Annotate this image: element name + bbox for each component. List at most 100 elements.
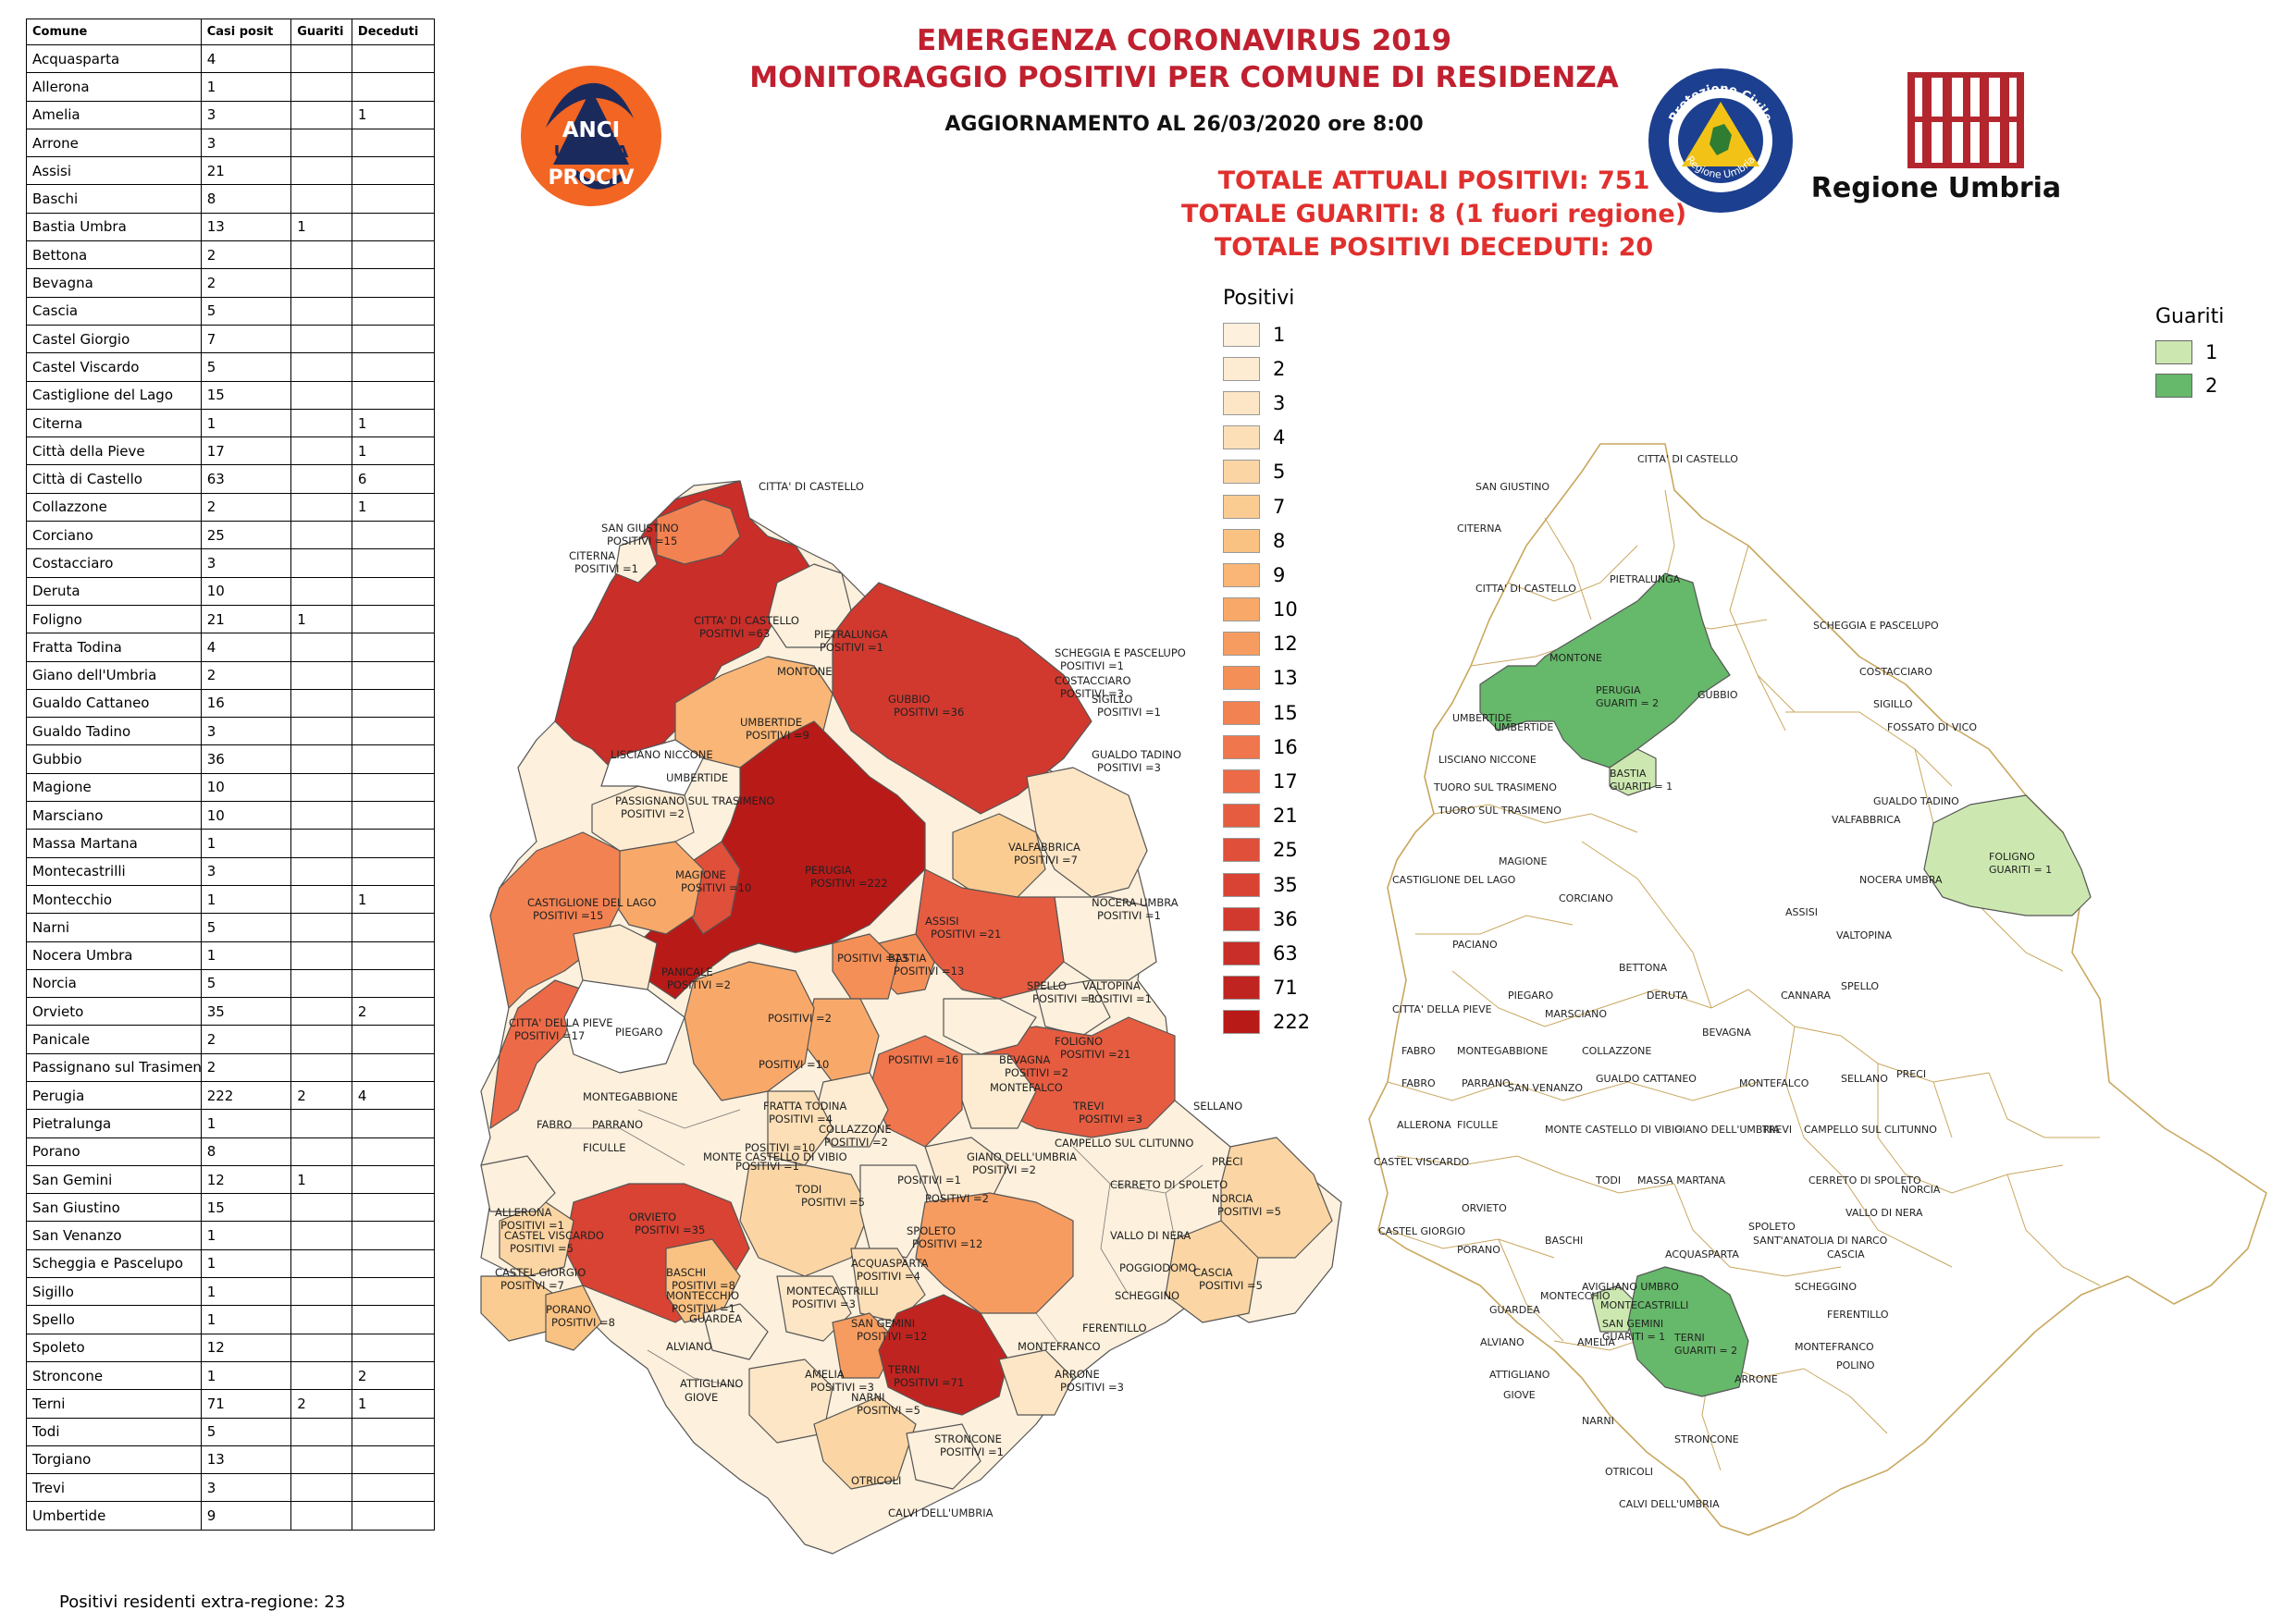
map-label: CITTA' DI CASTELLO xyxy=(694,614,799,627)
table-row: Norcia 5 xyxy=(26,968,436,999)
cell-casi: 1 xyxy=(200,884,292,915)
map-label-count: POSITIVI =5 xyxy=(857,1404,920,1417)
cell-guariti xyxy=(290,324,352,354)
map-label: SPOLETO xyxy=(907,1224,956,1237)
map-label-bastia: BASTIA xyxy=(1610,768,1647,780)
legend-positivi-item: 21 xyxy=(1223,799,1389,833)
legend-value: 15 xyxy=(1273,701,1298,724)
table-row: Gubbio 36 xyxy=(26,744,436,774)
cell-casi: 17 xyxy=(200,436,292,466)
cell-comune: Bastia Umbra xyxy=(26,212,202,242)
title-line-1: EMERGENZA CORONAVIRUS 2019 xyxy=(916,24,1452,57)
cell-comune: Collazzone xyxy=(26,492,202,523)
cell-deceduti xyxy=(351,633,436,662)
legend-guariti-item: 2 xyxy=(2155,369,2266,402)
area-torgiano xyxy=(832,933,898,1000)
cell-deceduti: 1 xyxy=(351,408,436,438)
area-spoleto xyxy=(915,1192,1074,1314)
table-row: Costacciaro 3 xyxy=(26,548,436,578)
map-label: ATTIGLIANO xyxy=(1489,1369,1550,1381)
legend-positivi-item: 222 xyxy=(1223,1005,1389,1039)
table-row: Bastia Umbra 13 1 xyxy=(26,212,436,242)
legend-value: 1 xyxy=(2205,341,2218,363)
table-row: Stroncone 1 2 xyxy=(26,1360,436,1391)
map-label: PANICALE xyxy=(661,965,713,978)
table-row: Fratta Todina 4 xyxy=(26,633,436,662)
map-label: PRECI xyxy=(1212,1155,1243,1168)
legend-swatch xyxy=(1223,1010,1260,1035)
map-label-foligno: FOLIGNO xyxy=(1989,851,2035,863)
cell-guariti xyxy=(290,128,352,158)
total-deceased: TOTALE POSITIVI DECEDUTI: 20 xyxy=(1214,233,1654,262)
cell-comune: Scheggia e Pascelupo xyxy=(26,1248,202,1279)
cell-casi: 222 xyxy=(200,1080,292,1111)
anci-text: ANCI xyxy=(562,118,621,142)
legend-swatch xyxy=(1223,425,1260,450)
area-valtopina xyxy=(1035,979,1111,1037)
cell-comune: Passignano sul Trasimeno xyxy=(26,1052,202,1082)
cell-guariti xyxy=(290,968,352,999)
area-piegaro xyxy=(563,979,685,1074)
area-valfabbrica xyxy=(952,813,1046,898)
map-label: VALTOPINA xyxy=(1082,979,1141,992)
table-row: Montecchio 1 1 xyxy=(26,884,436,915)
legend-value: 17 xyxy=(1273,770,1298,793)
cell-guariti xyxy=(290,184,352,214)
map-label: BEVAGNA xyxy=(999,1053,1050,1066)
header-casi: Casi posit xyxy=(200,18,292,45)
cell-comune: San Giustino xyxy=(26,1193,202,1223)
cell-deceduti: 1 xyxy=(351,492,436,523)
cell-casi: 12 xyxy=(200,1333,292,1362)
map-label: SAN GIUSTINO xyxy=(1475,481,1549,493)
legend-value: 222 xyxy=(1273,1011,1311,1034)
legend-positivi-item: 4 xyxy=(1223,421,1389,455)
map-label-count: POSITIVI =1 xyxy=(1097,706,1161,719)
legend-value: 1 xyxy=(1273,323,1286,346)
table-row: Cascia 5 xyxy=(26,296,436,326)
table-row: Arrone 3 xyxy=(26,128,436,158)
table-row: San Giustino 15 xyxy=(26,1193,436,1223)
cell-casi: 8 xyxy=(200,184,292,214)
cell-deceduti xyxy=(351,380,436,410)
legend-value: 7 xyxy=(1273,495,1286,518)
area-allerona xyxy=(480,1155,556,1212)
cell-casi: 2 xyxy=(200,240,292,270)
map-label: CASTEL VISCARDO xyxy=(504,1229,604,1242)
map-label: MONTECASTRILLI xyxy=(1600,1299,1688,1311)
area-bastia-guariti xyxy=(1609,748,1657,796)
map-label: UMBERTIDE xyxy=(740,716,802,729)
area-narni xyxy=(813,1396,917,1490)
map-label: FRATTA TODINA xyxy=(763,1100,847,1113)
map-label: SCHEGGIA E PASCELUPO xyxy=(1813,620,1939,632)
map-label: PARRANO xyxy=(1462,1077,1511,1089)
map-label: AMELIA xyxy=(1577,1336,1615,1348)
map-label: ACQUASPARTA xyxy=(1665,1248,1739,1260)
cell-deceduti xyxy=(351,576,436,606)
map-label: PARRANO xyxy=(592,1118,643,1131)
map-label: MONTEFRANCO xyxy=(1018,1340,1101,1353)
cell-comune: Norcia xyxy=(26,968,202,999)
cell-casi: 5 xyxy=(200,296,292,326)
map-label: MONTECCHIO xyxy=(666,1289,739,1302)
cell-comune: Amelia xyxy=(26,100,202,129)
cell-casi: 5 xyxy=(200,352,292,382)
cell-guariti: 2 xyxy=(290,1080,352,1111)
area-terni-guariti xyxy=(1627,1266,1749,1397)
map-label: GUBBIO xyxy=(888,693,931,706)
cell-deceduti xyxy=(351,296,436,326)
cell-comune: Spello xyxy=(26,1305,202,1334)
map-label-count: POSITIVI =3 xyxy=(810,1381,874,1394)
map-label: VALFABBRICA xyxy=(1008,841,1080,854)
map-label-count: POSITIVI =8 xyxy=(551,1316,615,1329)
cell-guariti xyxy=(290,100,352,129)
map-label: COLLAZZONE xyxy=(1582,1045,1651,1057)
cell-casi: 1 xyxy=(200,72,292,102)
cell-comune: Gualdo Tadino xyxy=(26,717,202,746)
cell-casi: 2 xyxy=(200,492,292,523)
map-label: SPELLO xyxy=(1027,979,1067,992)
cell-comune: Gubbio xyxy=(26,744,202,774)
map-label: CASTIGLIONE DEL LAGO xyxy=(527,896,656,909)
area-marsciano xyxy=(684,961,815,1101)
regione-umbria-label: Regione Umbria xyxy=(1810,172,2062,204)
